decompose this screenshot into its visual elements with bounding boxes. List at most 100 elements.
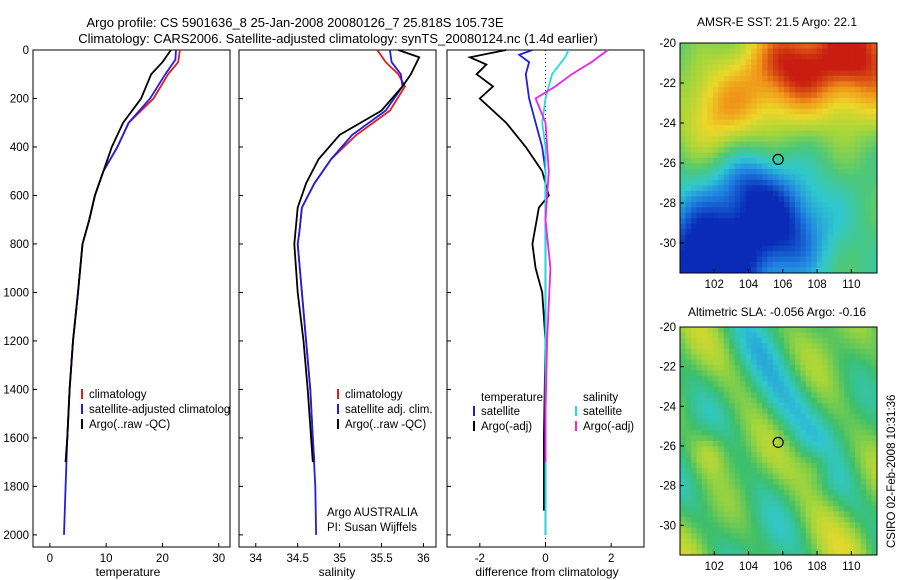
sla-map-cell bbox=[778, 424, 785, 431]
sla-map-cell bbox=[805, 419, 812, 426]
sla-map-cell bbox=[805, 408, 812, 415]
sla-map-cell bbox=[723, 430, 730, 436]
sla-map-cell bbox=[844, 468, 851, 474]
sla-map-cell bbox=[844, 527, 851, 534]
sla-map-cell bbox=[844, 457, 851, 464]
sla-map-cell bbox=[827, 413, 834, 420]
sla-map-cell bbox=[778, 403, 785, 409]
sla-map-cell bbox=[696, 522, 703, 529]
sla-map-cell bbox=[827, 517, 834, 523]
sst-map-cell bbox=[729, 136, 736, 142]
sst-lat-tick-label: -24 bbox=[659, 118, 676, 130]
sst-map-cell bbox=[833, 97, 840, 104]
sst-map-cell bbox=[734, 245, 741, 252]
sst-map-cell bbox=[767, 234, 774, 241]
sst-map-cell bbox=[701, 267, 708, 274]
sst-map-cell bbox=[816, 201, 823, 208]
sla-map-cell bbox=[778, 549, 785, 556]
sst-map-cell bbox=[767, 108, 774, 115]
sla-map-cell bbox=[707, 408, 714, 415]
sst-map-cell bbox=[734, 103, 741, 110]
sla-map-cell bbox=[718, 457, 725, 464]
sla-map-cell bbox=[849, 332, 856, 339]
sla-map-cell bbox=[734, 392, 741, 398]
sst-map-cell bbox=[767, 207, 774, 214]
sst-map-cell bbox=[838, 48, 845, 55]
sst-map-cell bbox=[767, 48, 774, 55]
sst-map-cell bbox=[690, 136, 697, 142]
sst-map-cell bbox=[811, 97, 818, 104]
sla-map-cell bbox=[751, 381, 758, 388]
sla-map-cell bbox=[816, 489, 823, 496]
sla-map-cell bbox=[833, 549, 840, 556]
sla-map-cell bbox=[855, 370, 861, 377]
sst-map-cell bbox=[838, 267, 845, 274]
sst-map-cell bbox=[827, 125, 834, 132]
sla-map-cell bbox=[871, 337, 878, 344]
sla-map-cell bbox=[740, 403, 747, 409]
sst-map-cell bbox=[833, 251, 840, 257]
sla-map-cell bbox=[855, 446, 861, 453]
sst-map-cell bbox=[800, 207, 807, 214]
sst-map-title: AMSR-E SST: 21.5 Argo: 22.1 bbox=[697, 15, 857, 29]
sla-map-cell bbox=[778, 500, 785, 507]
sst-map-cell bbox=[816, 190, 823, 197]
sla-map-cell bbox=[690, 381, 697, 388]
sla-map-cell bbox=[701, 457, 708, 464]
sla-map-cell bbox=[685, 381, 692, 388]
sst-map-cell bbox=[773, 185, 779, 192]
sst-map-cell bbox=[833, 223, 840, 230]
sst-map-cell bbox=[789, 53, 796, 60]
sst-map-cell bbox=[794, 92, 801, 99]
sla-map-cell bbox=[762, 435, 768, 442]
sla-map-cell bbox=[833, 332, 840, 339]
sst-map-cell bbox=[718, 262, 725, 268]
sla-map-cell bbox=[855, 359, 861, 366]
sst-map-cell bbox=[860, 64, 867, 71]
sla-map-cell bbox=[696, 381, 703, 388]
sst-map-cell bbox=[822, 97, 829, 104]
sst-map-cell bbox=[712, 48, 719, 55]
sst-map-cell bbox=[849, 251, 856, 257]
sst-map-cell bbox=[707, 108, 714, 115]
sst-map-cell bbox=[822, 130, 829, 137]
sst-lon-tick-label: 108 bbox=[807, 279, 826, 291]
sst-map-cell bbox=[860, 152, 867, 159]
sla-map-cell bbox=[680, 337, 686, 344]
sst-map-cell bbox=[712, 251, 719, 257]
legend-temp-label: Argo(-adj) bbox=[481, 421, 532, 433]
sst-map-cell bbox=[773, 218, 779, 225]
sla-map-cell bbox=[827, 484, 834, 491]
sla-map-cell bbox=[811, 419, 818, 426]
sst-map-cell bbox=[685, 229, 692, 236]
sla-map-cell bbox=[816, 365, 823, 371]
sla-map-cell bbox=[690, 522, 697, 529]
sst-map-cell bbox=[756, 234, 763, 241]
sst-map-cell bbox=[723, 163, 730, 170]
sst-map-cell bbox=[860, 81, 867, 88]
sla-map-cell bbox=[866, 522, 872, 529]
sla-map-cell bbox=[756, 375, 763, 382]
sst-map-cell bbox=[718, 147, 725, 153]
sla-map-cell bbox=[767, 343, 774, 350]
sst-map-cell bbox=[773, 256, 779, 263]
sla-map-cell bbox=[680, 408, 686, 415]
sla-map-cell bbox=[844, 462, 851, 469]
sla-map-cell bbox=[745, 370, 752, 377]
sla-map-cell bbox=[762, 337, 768, 344]
sst-map-cell bbox=[855, 267, 861, 274]
sst-map-cell bbox=[822, 229, 829, 236]
sla-map-cell bbox=[844, 408, 851, 415]
sst-map-cell bbox=[822, 81, 829, 88]
sla-map-cell bbox=[871, 392, 878, 398]
sla-map-cell bbox=[778, 451, 785, 458]
sla-map-cell bbox=[822, 441, 829, 447]
sst-map-cell bbox=[789, 147, 796, 153]
sst-map-cell bbox=[751, 114, 758, 121]
sla-map-cell bbox=[696, 327, 703, 333]
sla-map-cell bbox=[816, 392, 823, 398]
sst-map-cell bbox=[822, 201, 829, 208]
sst-map-cell bbox=[773, 141, 779, 148]
sst-map-cell bbox=[690, 59, 697, 66]
sst-map-cell bbox=[871, 59, 878, 66]
